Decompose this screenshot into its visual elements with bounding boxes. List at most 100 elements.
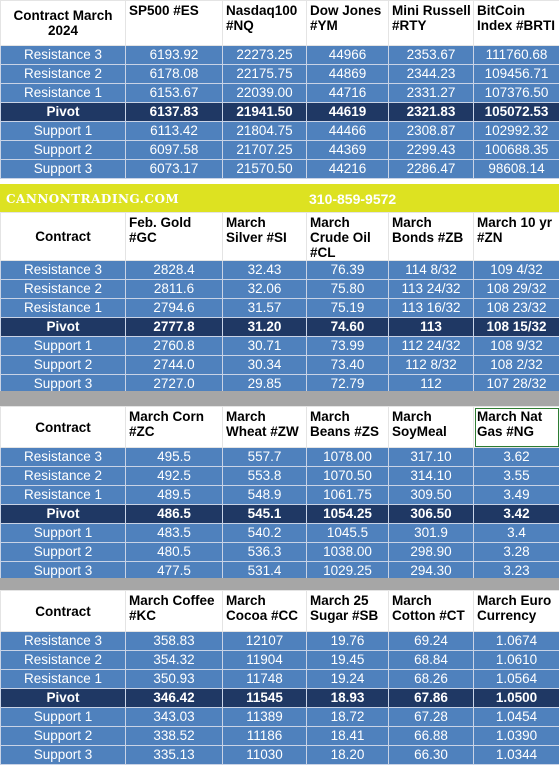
level-value: 30.71 [223, 337, 307, 356]
level-value: 112 8/32 [389, 356, 474, 375]
level-label: Resistance 2 [1, 651, 126, 670]
level-label: Resistance 3 [1, 448, 126, 467]
level-label: Resistance 2 [1, 280, 126, 299]
level-label: Pivot [1, 318, 126, 337]
instrument-header: March Corn #ZC [126, 407, 223, 448]
level-label: Pivot [1, 689, 126, 708]
level-value: 346.42 [126, 689, 223, 708]
level-value: 68.26 [389, 670, 474, 689]
level-value: 32.06 [223, 280, 307, 299]
level-value: 11545 [223, 689, 307, 708]
level-value: 74.60 [307, 318, 389, 337]
level-label: Support 1 [1, 524, 126, 543]
level-value: 6073.17 [126, 160, 223, 179]
level-value: 3.42 [474, 505, 559, 524]
instrument-header: March Cocoa #CC [223, 591, 307, 632]
level-label: Support 2 [1, 356, 126, 375]
level-value: 73.99 [307, 337, 389, 356]
level-label: Support 1 [1, 122, 126, 141]
instrument-header: March Nat Gas #NG [474, 407, 559, 448]
level-value: 1.0344 [474, 746, 559, 765]
level-value: 2828.4 [126, 261, 223, 280]
level-value: 2299.43 [389, 141, 474, 160]
level-value: 11389 [223, 708, 307, 727]
section-separator [0, 391, 559, 407]
level-value: 350.93 [126, 670, 223, 689]
level-value: 44369 [307, 141, 389, 160]
level-value: 22273.25 [223, 46, 307, 65]
level-value: 1.0674 [474, 632, 559, 651]
level-value: 44466 [307, 122, 389, 141]
contact-banner: CANNONTRADING.COM 310-859-9572 [0, 184, 559, 214]
level-value: 6178.08 [126, 65, 223, 84]
level-value: 68.84 [389, 651, 474, 670]
level-value: 105072.53 [474, 103, 559, 122]
instrument-header: March Coffee #KC [126, 591, 223, 632]
level-value: 298.90 [389, 543, 474, 562]
contract-header: Contract [1, 407, 126, 448]
instrument-header: March SoyMeal [389, 407, 474, 448]
level-value: 18.72 [307, 708, 389, 727]
level-label: Pivot [1, 505, 126, 524]
level-value: 107376.50 [474, 84, 559, 103]
level-value: 114 8/32 [389, 261, 474, 280]
level-value: 67.28 [389, 708, 474, 727]
level-value: 1078.00 [307, 448, 389, 467]
level-value: 21570.50 [223, 160, 307, 179]
level-value: 480.5 [126, 543, 223, 562]
level-label: Support 3 [1, 160, 126, 179]
level-value: 108 15/32 [474, 318, 559, 337]
level-value: 545.1 [223, 505, 307, 524]
level-value: 2794.6 [126, 299, 223, 318]
level-value: 109 4/32 [474, 261, 559, 280]
level-value: 12107 [223, 632, 307, 651]
level-label: Resistance 1 [1, 84, 126, 103]
site-name[interactable]: CANNONTRADING.COM [6, 192, 179, 206]
level-value: 73.40 [307, 356, 389, 375]
level-value: 2760.8 [126, 337, 223, 356]
level-value: 1038.00 [307, 543, 389, 562]
level-value: 3.49 [474, 486, 559, 505]
level-label: Support 1 [1, 708, 126, 727]
level-value: 536.3 [223, 543, 307, 562]
level-value: 2811.6 [126, 280, 223, 299]
level-value: 44216 [307, 160, 389, 179]
instrument-header: March 10 yr #ZN [474, 213, 559, 261]
level-value: 21941.50 [223, 103, 307, 122]
level-label: Support 2 [1, 141, 126, 160]
level-value: 3.28 [474, 543, 559, 562]
level-value: 18.20 [307, 746, 389, 765]
level-value: 11904 [223, 651, 307, 670]
level-value: 2744.0 [126, 356, 223, 375]
level-value: 338.52 [126, 727, 223, 746]
level-value: 113 16/32 [389, 299, 474, 318]
level-value: 6153.67 [126, 84, 223, 103]
instrument-header: March 25 Sugar #SB [307, 591, 389, 632]
level-label: Resistance 2 [1, 65, 126, 84]
level-value: 314.10 [389, 467, 474, 486]
level-value: 1.0610 [474, 651, 559, 670]
level-value: 19.45 [307, 651, 389, 670]
level-value: 3.4 [474, 524, 559, 543]
level-value: 1.0564 [474, 670, 559, 689]
level-value: 111760.68 [474, 46, 559, 65]
level-value: 69.24 [389, 632, 474, 651]
level-value: 108 29/32 [474, 280, 559, 299]
level-value: 11186 [223, 727, 307, 746]
level-value: 98608.14 [474, 160, 559, 179]
level-value: 32.43 [223, 261, 307, 280]
